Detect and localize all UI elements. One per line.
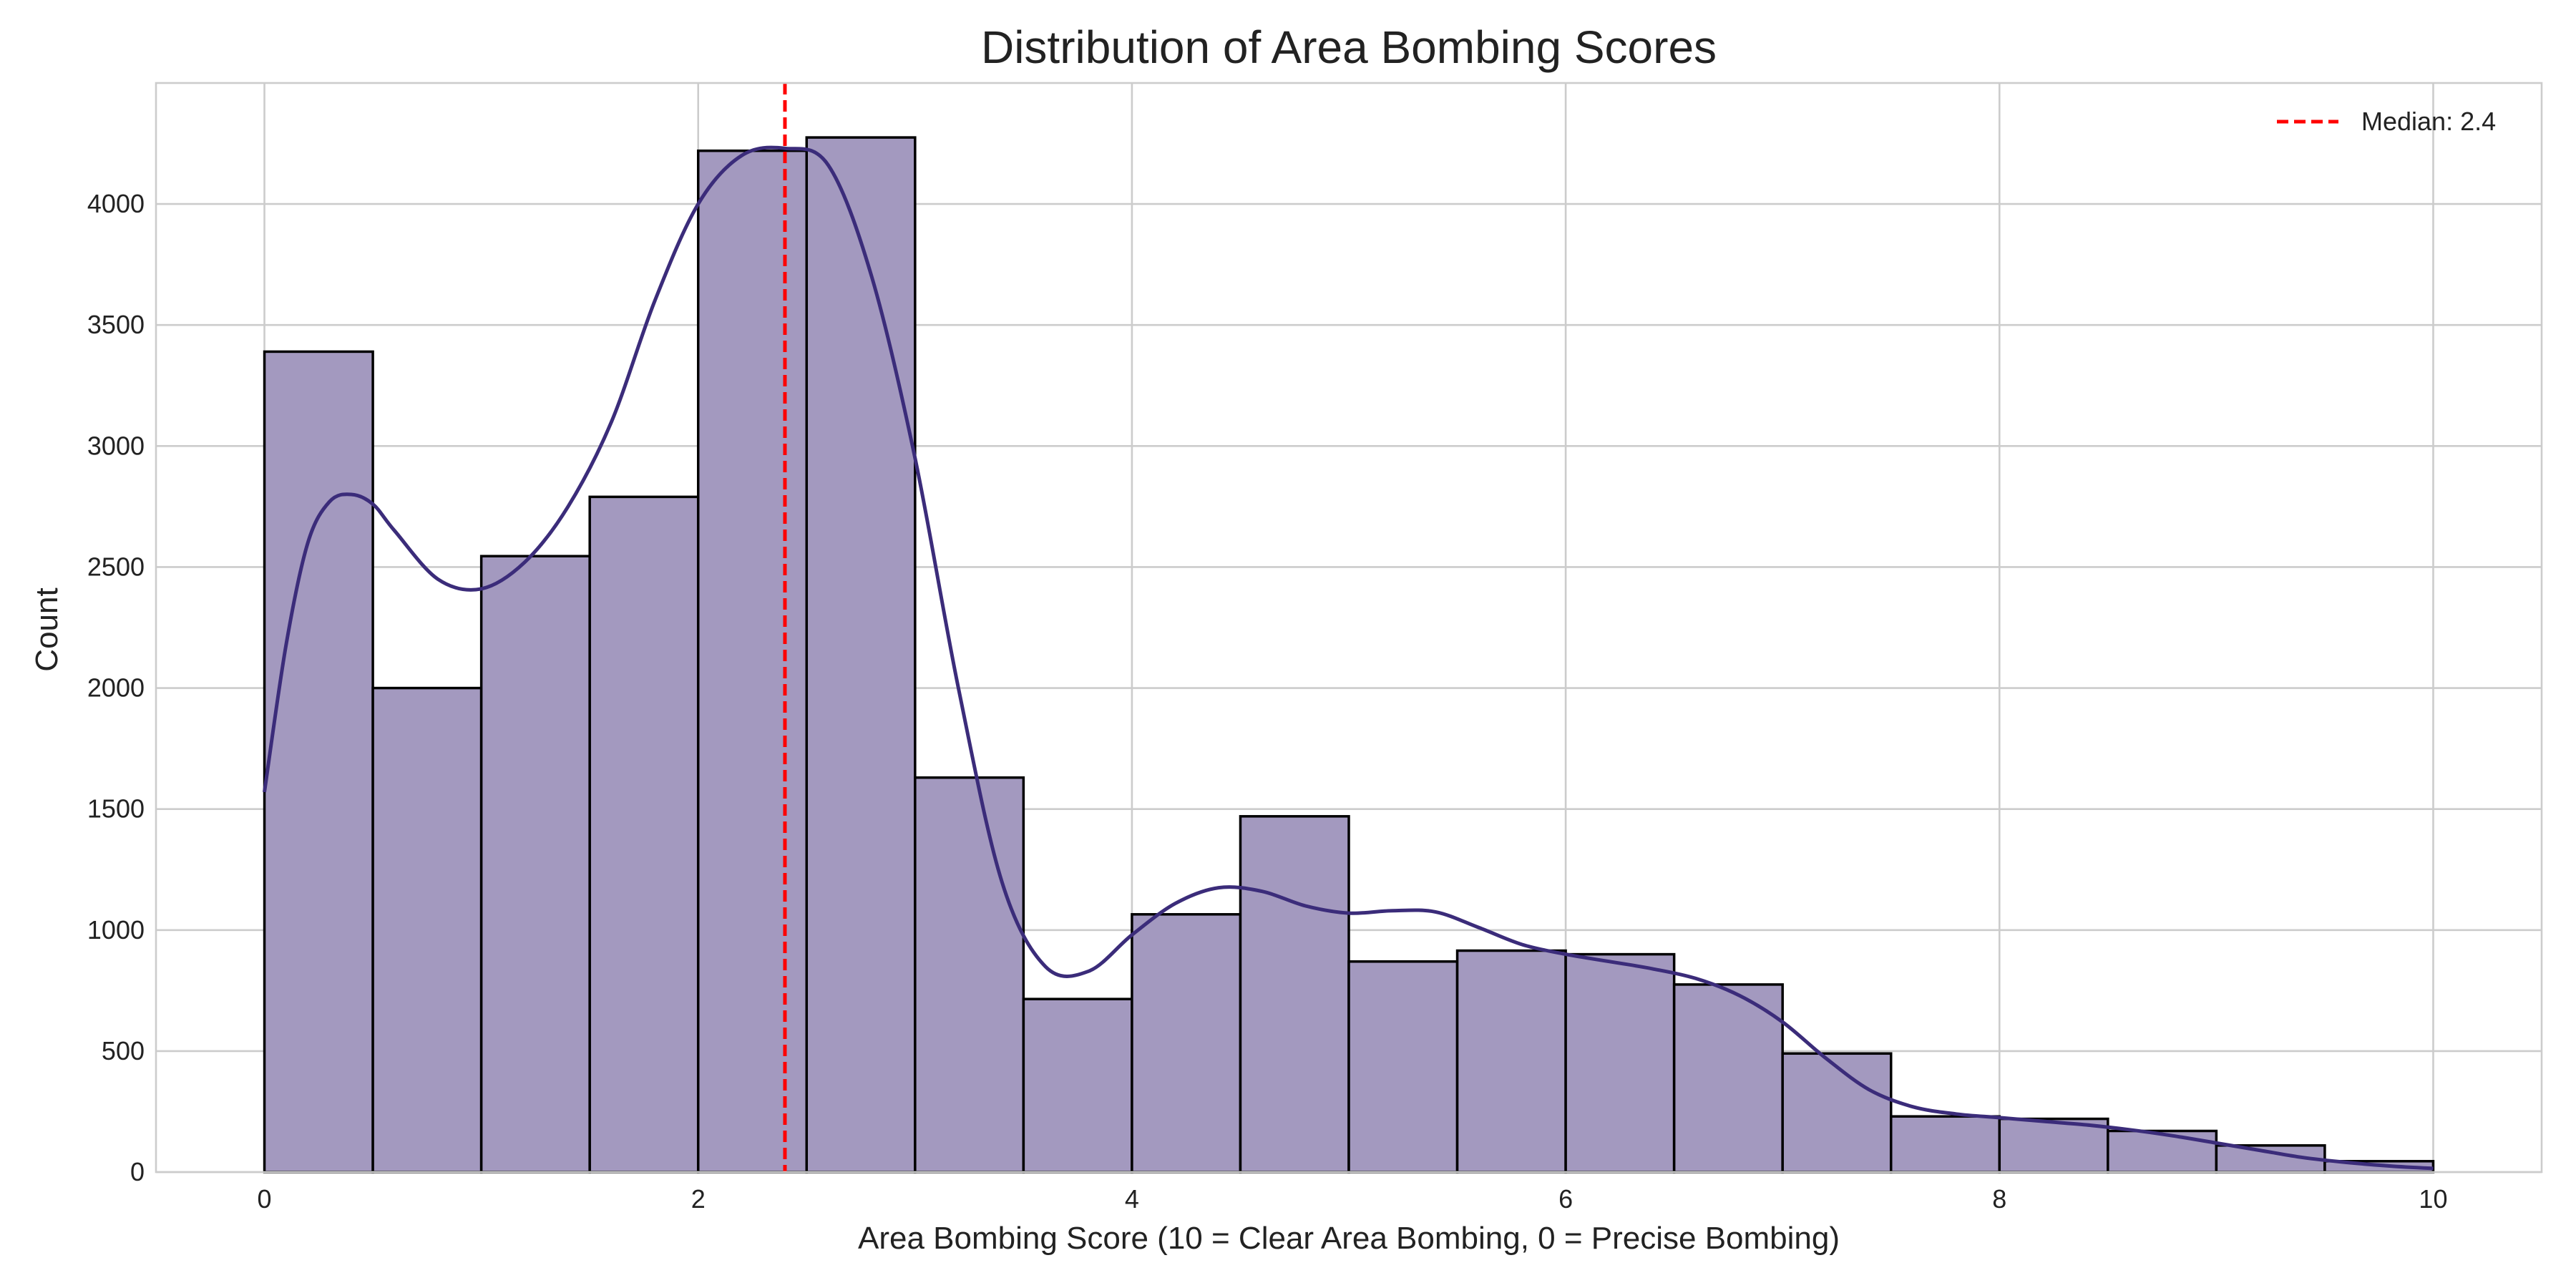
y-tick-labels: 0 500 1000 1500 2000 2500 3000 3500 4000 bbox=[87, 189, 145, 1186]
y-tick-label: 2000 bbox=[87, 673, 145, 703]
y-tick-label: 500 bbox=[102, 1036, 145, 1065]
y-tick-label: 3500 bbox=[87, 310, 145, 339]
histogram-bar bbox=[263, 350, 374, 1174]
y-tick-label: 3000 bbox=[87, 431, 145, 460]
x-axis-label: Area Bombing Score (10 = Clear Area Bomb… bbox=[858, 1221, 1840, 1256]
histogram-bar bbox=[371, 686, 483, 1174]
x-tick-label: 0 bbox=[258, 1184, 272, 1214]
x-tick-label: 6 bbox=[1558, 1184, 1573, 1214]
histogram-bar bbox=[805, 136, 917, 1174]
legend: Median: 2.4 bbox=[2277, 107, 2496, 136]
kde-curve bbox=[263, 145, 2434, 1171]
histogram-bar bbox=[1455, 949, 1567, 1174]
x-tick-label: 4 bbox=[1125, 1184, 1139, 1214]
histogram-bar bbox=[1672, 983, 1784, 1174]
plot-frame bbox=[155, 82, 2543, 1174]
histogram-bar bbox=[2107, 1129, 2218, 1174]
y-tick-label: 1500 bbox=[87, 794, 145, 824]
histogram-bar bbox=[1239, 815, 1350, 1174]
chart-title: Distribution of Area Bombing Scores bbox=[981, 21, 1717, 73]
x-tick-label: 8 bbox=[1992, 1184, 2006, 1214]
y-tick-label: 2500 bbox=[87, 552, 145, 581]
kde-curve-layer bbox=[263, 145, 2434, 1171]
histogram-bar bbox=[588, 495, 700, 1174]
y-axis-label: Count bbox=[29, 587, 64, 671]
histogram-bar bbox=[1022, 997, 1133, 1174]
histogram-bars bbox=[263, 136, 2435, 1174]
histogram-bar bbox=[479, 555, 591, 1174]
histogram-bar bbox=[696, 149, 809, 1174]
histogram-bar bbox=[1781, 1052, 1893, 1174]
x-tick-label: 10 bbox=[2419, 1184, 2447, 1214]
histogram-bar bbox=[914, 776, 1025, 1174]
histogram-bar bbox=[1131, 913, 1242, 1174]
histogram-bar bbox=[1564, 952, 1676, 1174]
y-tick-label: 0 bbox=[130, 1157, 145, 1186]
histogram-bar bbox=[1347, 960, 1459, 1174]
histogram-bar bbox=[1889, 1115, 2001, 1174]
y-tick-label: 1000 bbox=[87, 915, 145, 945]
y-tick-label: 4000 bbox=[87, 189, 145, 218]
legend-median-label: Median: 2.4 bbox=[2361, 107, 2496, 136]
x-tick-labels: 0 2 4 6 8 10 bbox=[258, 1184, 2448, 1214]
x-tick-label: 2 bbox=[691, 1184, 706, 1214]
